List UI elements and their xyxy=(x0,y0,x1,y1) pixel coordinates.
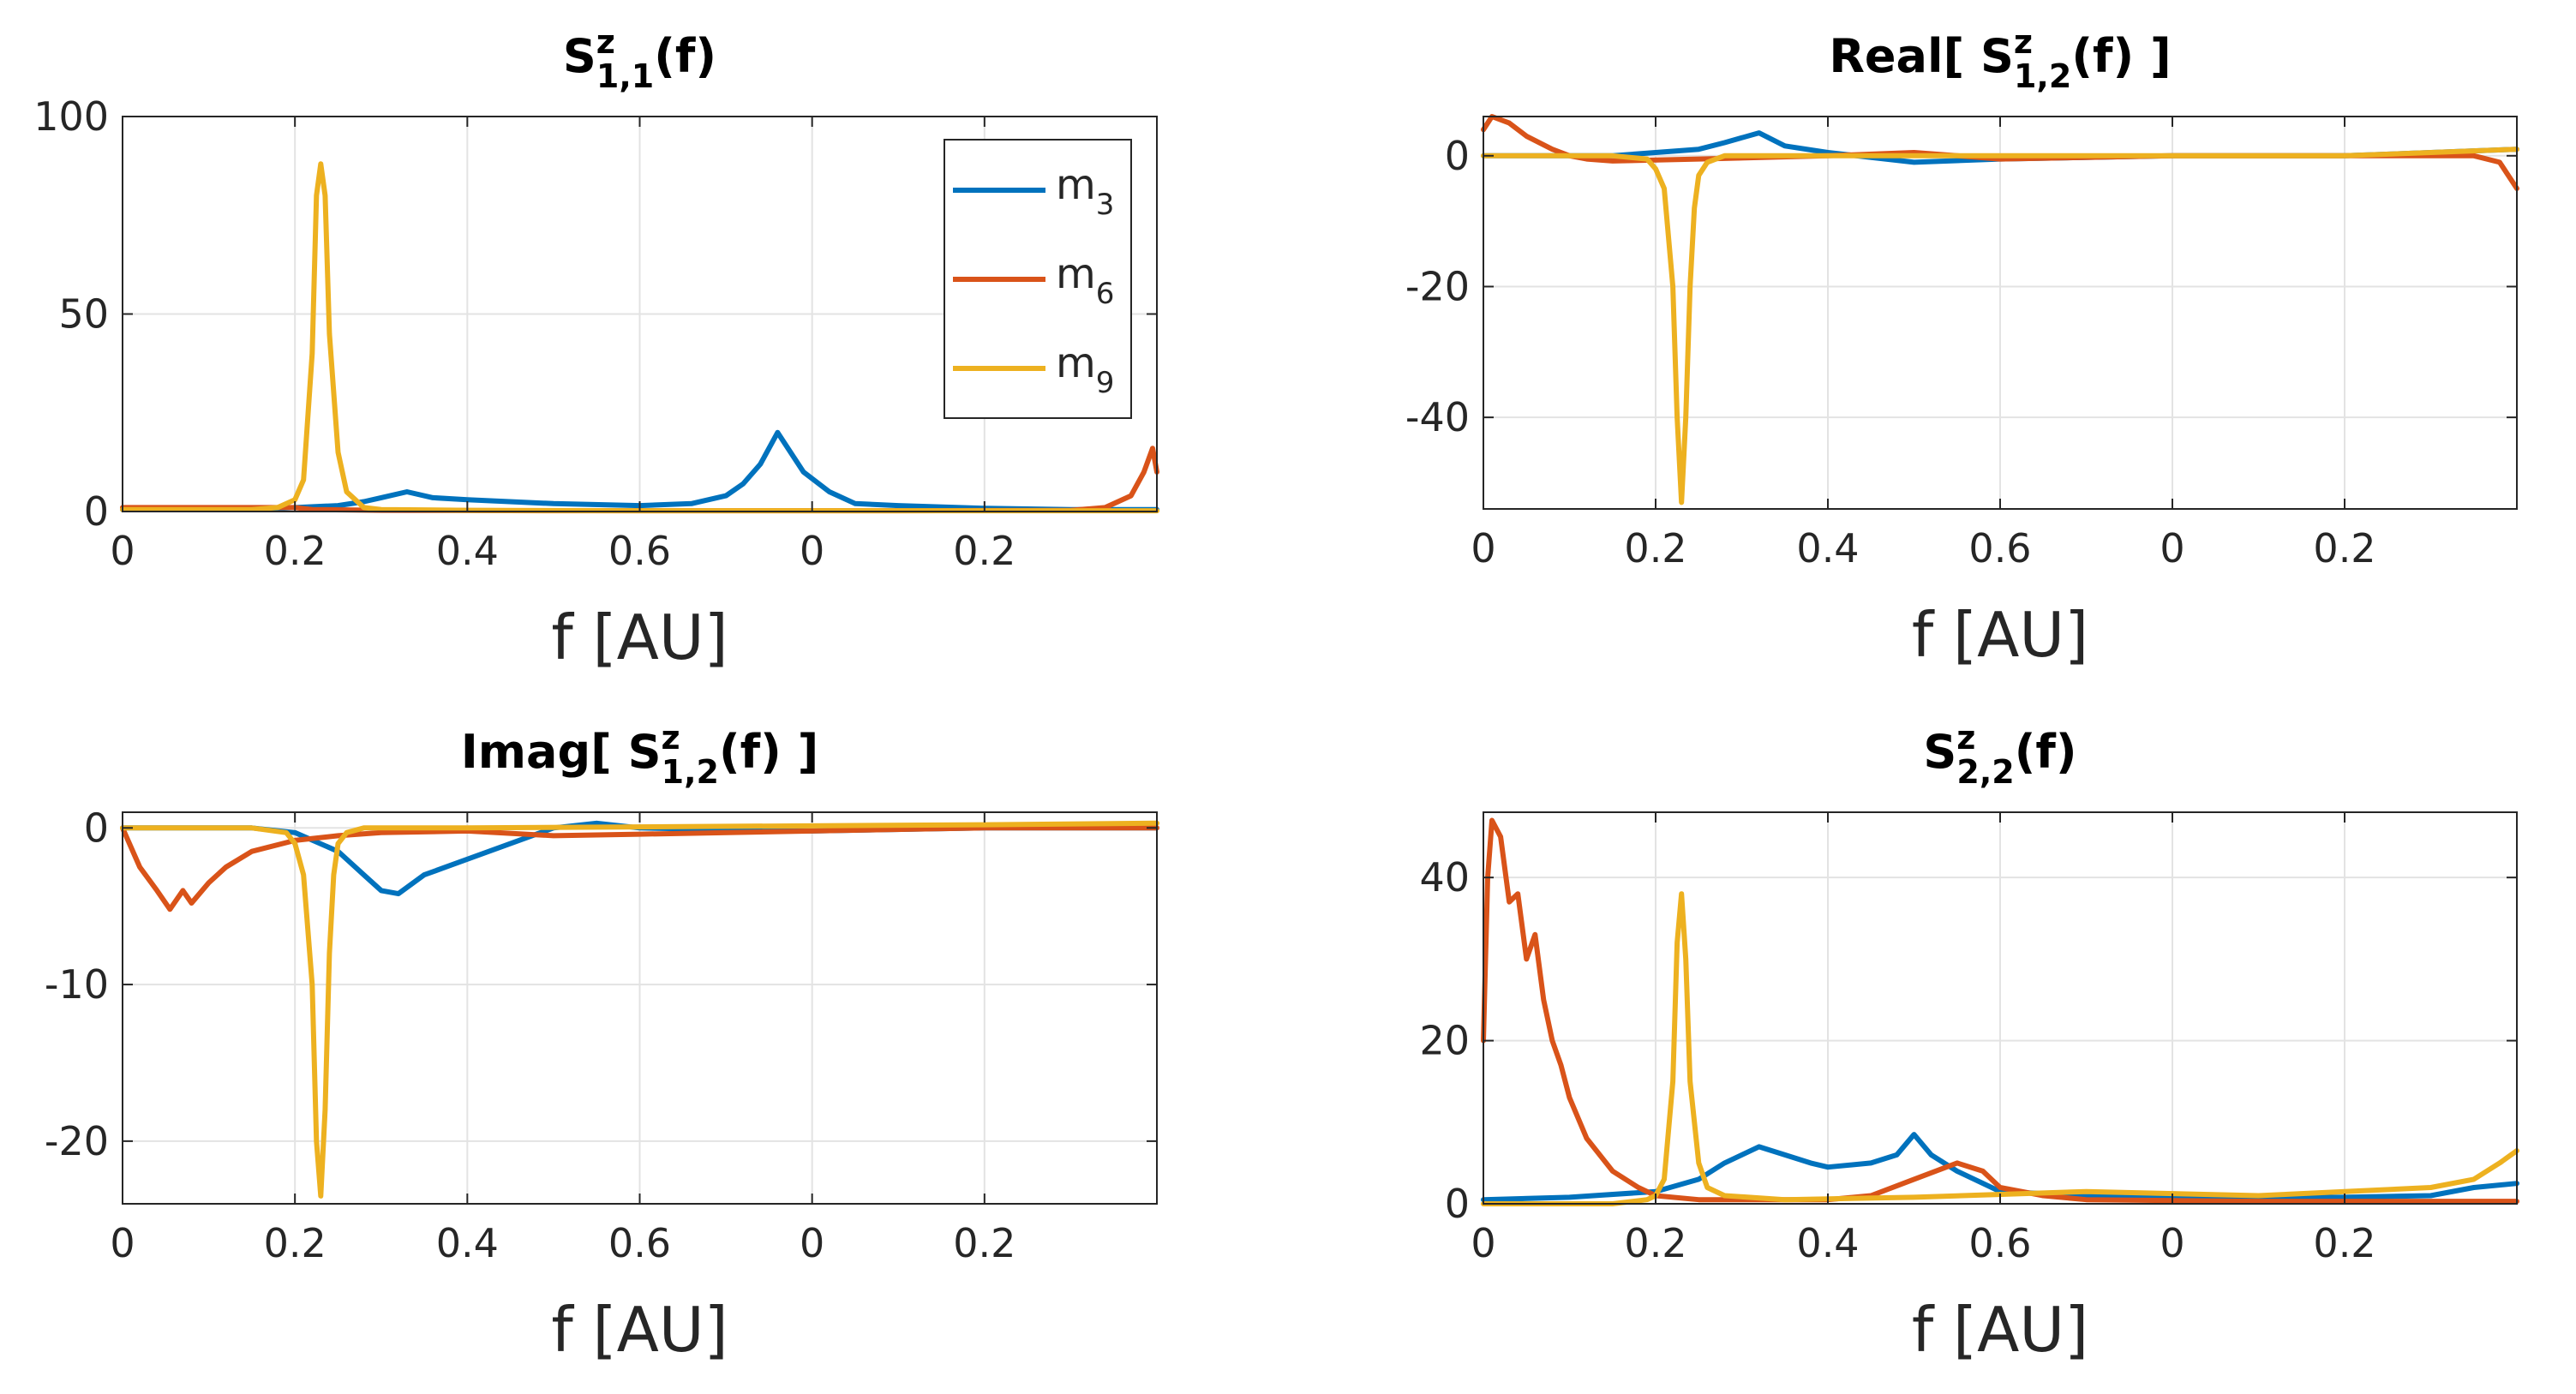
series-line-m3 xyxy=(120,429,1159,512)
title-superscript: z xyxy=(596,23,615,61)
x-tick-label: 0 xyxy=(1471,1220,1495,1266)
ticks: 0 0.2 0.4 0.6 0 0.2 -40 -20 0 xyxy=(1405,117,2518,571)
y-tick-label: 0 xyxy=(84,805,109,851)
legend-label-m9: m9 xyxy=(1056,339,1114,400)
ticks: 0 0.2 0.4 0.6 0 0.2 0 20 40 xyxy=(1419,812,2518,1266)
series-line-m9 xyxy=(120,161,1159,514)
x-tick-label: 0 xyxy=(110,528,135,574)
title-superscript: z xyxy=(662,719,680,757)
title-post: (f) xyxy=(654,29,716,83)
title-subscript: 1,1 xyxy=(596,57,654,95)
title-post: (f) ] xyxy=(2071,29,2171,83)
x-tick-label: 0.2 xyxy=(1624,1220,1686,1266)
x-tick-label: 0.2 xyxy=(1624,525,1686,571)
title-post: (f) xyxy=(2015,725,2077,779)
x-tick-label: 0.2 xyxy=(2313,1220,2375,1266)
title-subscript: 1,2 xyxy=(662,753,719,791)
panel-s11: 0 0.2 0.4 0.6 0 0.2 0 50 100 Sz 1,1(f) f [AU] m3 … xyxy=(33,23,1159,673)
series-line-m3 xyxy=(120,820,1159,897)
series-line-m9 xyxy=(1481,147,2519,506)
x-tick-label: 0.4 xyxy=(436,528,499,574)
panel-s22: 0 0.2 0.4 0.6 0 0.2 0 20 40 Sz 2,2(f) f [AU] xyxy=(1419,719,2519,1366)
x-tick-label: 0 xyxy=(2160,1220,2184,1266)
y-tick-label: 20 xyxy=(1419,1018,1470,1064)
panel-imag-s12: 0 0.2 0.4 0.6 0 0.2 -20 -10 0 Imag[ Sz 1,2(f) ] f… xyxy=(45,719,1159,1366)
title-pre: S xyxy=(1923,725,1956,779)
series-group xyxy=(1481,817,2519,1206)
title-superscript: z xyxy=(2014,23,2033,61)
y-tick-label: 0 xyxy=(1445,133,1470,179)
panel-real-s12: 0 0.2 0.4 0.6 0 0.2 -40 -20 0 Real[ Sz 1,2(f) ] f… xyxy=(1405,23,2519,671)
x-tick-label: 0 xyxy=(2160,525,2184,571)
x-axis-label: f [AU] xyxy=(1912,1294,2088,1366)
y-tick-label: -10 xyxy=(45,961,109,1008)
x-axis-label: f [AU] xyxy=(1912,599,2088,671)
y-tick-label: -40 xyxy=(1405,394,1470,440)
panel-title: Real[ Sz 1,2(f) ] xyxy=(1829,23,2171,95)
series-group xyxy=(1481,114,2519,506)
title-subscript: 2,2 xyxy=(1956,753,2014,791)
title-pre: Real[ S xyxy=(1829,29,2014,83)
x-tick-label: 0 xyxy=(800,1220,824,1266)
grid xyxy=(1483,812,2517,1204)
legend: m3 m6 m9 xyxy=(944,139,1132,419)
x-axis-label: f [AU] xyxy=(551,601,728,673)
title-pre: S xyxy=(563,29,596,83)
series-line-m9 xyxy=(1481,891,2519,1206)
x-tick-label: 0.2 xyxy=(264,1220,326,1266)
y-tick-label: 0 xyxy=(1445,1181,1470,1227)
series-line-m6 xyxy=(120,825,1159,912)
x-tick-label: 0.6 xyxy=(608,1220,671,1266)
x-tick-label: 0.2 xyxy=(2313,525,2375,571)
panel-title: Sz 2,2(f) xyxy=(1923,719,2076,791)
series-group xyxy=(120,820,1159,1199)
panel-title: Imag[ Sz 1,2(f) ] xyxy=(461,719,819,791)
x-tick-label: 0.6 xyxy=(1968,1220,2031,1266)
ticks: 0 0.2 0.4 0.6 0 0.2 -20 -10 0 xyxy=(45,805,1158,1266)
title-post: (f) ] xyxy=(719,725,818,779)
x-tick-label: 0.2 xyxy=(264,528,326,574)
legend-label-m6: m6 xyxy=(1056,250,1114,311)
panel-title: Sz 1,1(f) xyxy=(563,23,716,95)
title-superscript: z xyxy=(1956,719,1975,757)
x-tick-label: 0.4 xyxy=(1796,525,1859,571)
y-tick-label: 50 xyxy=(58,291,109,338)
y-tick-label: -20 xyxy=(45,1118,109,1164)
x-tick-label: 0 xyxy=(110,1220,135,1266)
y-tick-label: 0 xyxy=(84,488,109,535)
series-line-m9 xyxy=(120,820,1159,1199)
x-tick-label: 0.2 xyxy=(953,528,1015,574)
y-tick-label: 100 xyxy=(33,93,109,140)
y-tick-label: -20 xyxy=(1405,263,1470,309)
x-tick-label: 0 xyxy=(800,528,824,574)
ticks: 0 0.2 0.4 0.6 0 0.2 0 50 100 xyxy=(33,93,1158,574)
y-tick-label: 40 xyxy=(1419,854,1470,900)
x-tick-label: 0.6 xyxy=(1968,525,2031,571)
x-axis-label: f [AU] xyxy=(551,1294,728,1366)
title-pre: Imag[ S xyxy=(461,725,662,779)
x-tick-label: 0 xyxy=(1471,525,1495,571)
title-subscript: 1,2 xyxy=(2014,57,2071,95)
x-tick-label: 0.2 xyxy=(953,1220,1015,1266)
x-tick-label: 0.4 xyxy=(1796,1220,1859,1266)
legend-label-m3: m3 xyxy=(1056,161,1114,222)
x-tick-label: 0.6 xyxy=(608,528,671,574)
x-tick-label: 0.4 xyxy=(436,1220,499,1266)
